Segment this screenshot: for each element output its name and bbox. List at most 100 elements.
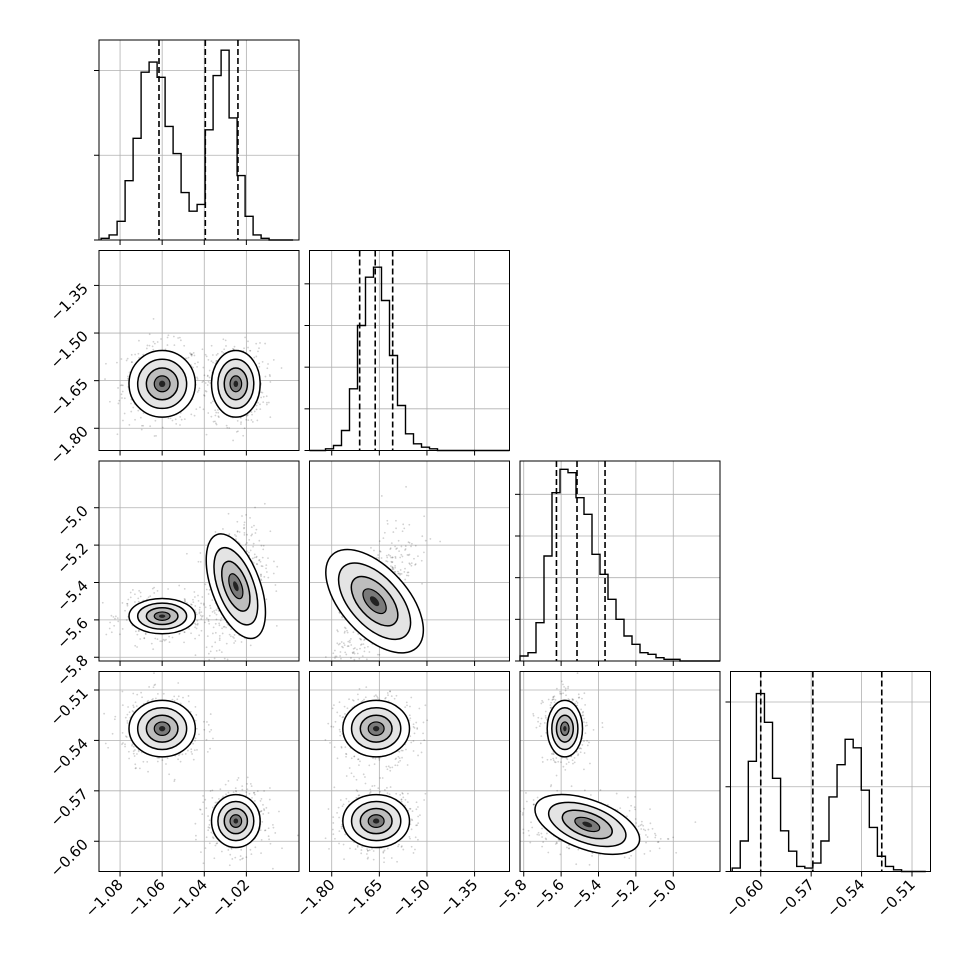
- scatter-point: [219, 788, 222, 791]
- scatter-point: [581, 697, 583, 700]
- histogram-line: [309, 266, 510, 452]
- scatter-point: [364, 776, 366, 778]
- scatter-point: [183, 641, 185, 644]
- scatter-point: [139, 416, 142, 419]
- scatter-point: [386, 519, 389, 522]
- scatter-point: [403, 527, 406, 530]
- scatter-point: [272, 826, 275, 829]
- scatter-point: [385, 786, 388, 789]
- scatter-point: [334, 697, 336, 699]
- scatter-point: [169, 417, 172, 420]
- scatter-point: [393, 697, 396, 700]
- scatter-point: [128, 711, 131, 714]
- panel-frame: [519, 460, 721, 662]
- scatter-point: [220, 850, 223, 853]
- scatter-point: [194, 622, 196, 625]
- scatter-point: [575, 700, 578, 703]
- scatter-point: [234, 787, 237, 790]
- scatter-point: [439, 540, 442, 543]
- scatter-point: [134, 749, 136, 751]
- scatter-point: [408, 714, 411, 717]
- scatter-point: [134, 644, 137, 647]
- scatter-point: [404, 804, 407, 807]
- scatter-point: [356, 844, 359, 847]
- scatter-point: [412, 750, 415, 752]
- scatter-point: [576, 701, 579, 704]
- scatter-point: [104, 742, 107, 745]
- scatter-point: [121, 390, 124, 393]
- scatter-point: [230, 848, 233, 850]
- scatter-point: [246, 550, 248, 553]
- scatter-point: [265, 598, 268, 601]
- scatter-point: [230, 628, 232, 631]
- scatter-point: [223, 625, 226, 628]
- scatter-point: [196, 622, 199, 625]
- scatter-point: [417, 806, 419, 808]
- scatter-point: [213, 612, 216, 614]
- scatter-point: [381, 777, 384, 779]
- scatter-point: [243, 533, 246, 536]
- scatter-point: [132, 706, 135, 709]
- scatter-point: [296, 834, 299, 837]
- scatter-point: [272, 572, 275, 575]
- scatter-point: [220, 617, 223, 619]
- scatter-point: [345, 753, 348, 756]
- scatter-point: [581, 714, 584, 717]
- scatter-point: [207, 829, 210, 832]
- scatter-point: [208, 588, 211, 591]
- scatter-point: [255, 555, 258, 558]
- scatter-point: [212, 361, 214, 364]
- scatter-point: [220, 651, 223, 654]
- scatter-point: [122, 742, 124, 744]
- scatter-point: [205, 588, 208, 591]
- panel-frame: [98, 39, 300, 241]
- scatter-point: [563, 685, 565, 688]
- scatter-point: [104, 378, 106, 380]
- scatter-point: [408, 719, 411, 722]
- scatter-point: [583, 740, 585, 743]
- scatter-point: [370, 685, 372, 687]
- scatter-point: [259, 408, 262, 411]
- scatter-point: [350, 637, 352, 640]
- scatter-point: [331, 828, 334, 831]
- scatter-point: [168, 641, 171, 644]
- scatter-point: [156, 760, 159, 763]
- scatter-point: [134, 593, 136, 596]
- scatter-point: [387, 553, 390, 556]
- scatter-point: [241, 515, 243, 517]
- scatter-point: [406, 553, 409, 556]
- scatter-point: [171, 419, 174, 422]
- scatter-point: [577, 693, 580, 696]
- scatter-point: [555, 774, 558, 777]
- scatter-point: [540, 717, 543, 720]
- scatter-point: [243, 521, 246, 524]
- scatter-point: [540, 735, 543, 738]
- scatter-point: [538, 725, 541, 728]
- scatter-point: [581, 744, 584, 746]
- scatter-point: [358, 764, 360, 767]
- scatter-point: [152, 348, 155, 351]
- scatter-point: [552, 757, 555, 760]
- scatter-point: [379, 550, 382, 553]
- scatter-point: [580, 708, 583, 711]
- scatter-point: [242, 857, 244, 860]
- scatter-point: [156, 692, 159, 695]
- scatter-point: [187, 356, 190, 359]
- scatter-point: [222, 795, 224, 798]
- scatter-point: [180, 418, 183, 421]
- scatter-point: [184, 598, 186, 601]
- scatter-point: [109, 400, 111, 403]
- scatter-point: [421, 582, 423, 585]
- scatter-point: [202, 366, 205, 369]
- scatter-point: [195, 408, 198, 411]
- scatter-point: [137, 409, 140, 412]
- scatter-point: [245, 418, 248, 421]
- scatter-point: [243, 526, 246, 529]
- scatter-point: [197, 361, 199, 364]
- scatter-point: [565, 757, 568, 760]
- scatter-point: [222, 626, 225, 628]
- scatter-point: [338, 642, 341, 645]
- scatter-point: [151, 587, 154, 590]
- panel-frame: [98, 250, 300, 451]
- scatter-point: [205, 646, 208, 649]
